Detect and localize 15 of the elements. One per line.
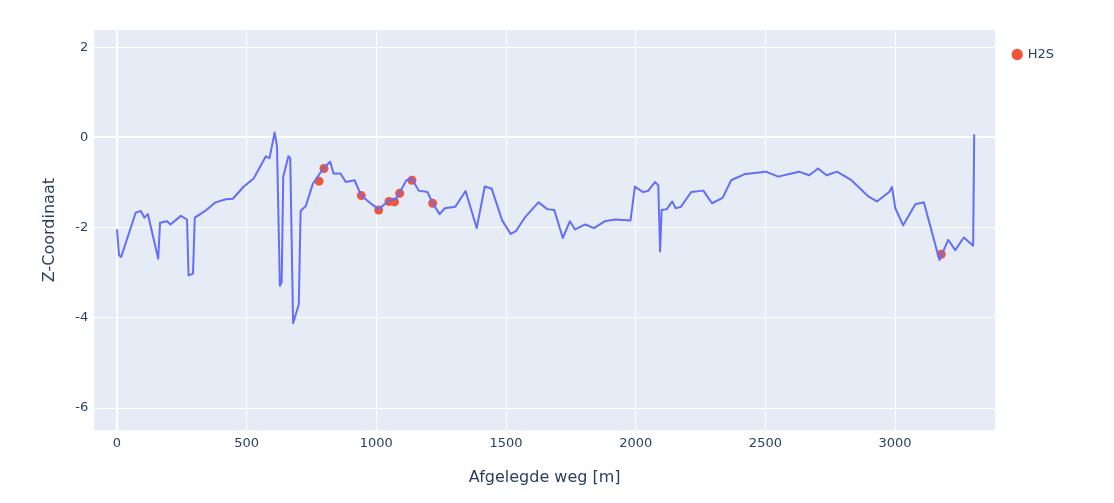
x-tick-label: 0 [112,435,122,451]
y-tick-label: -4 [75,309,89,325]
y-tick-label: 2 [79,38,89,54]
x-tick-label: 2500 [748,435,782,451]
y-tick-label: 0 [79,128,89,144]
y-axis-title: Z-Coordinaat [38,178,58,283]
x-tick-label: 2000 [619,435,653,451]
y-tick-label: -6 [75,399,89,415]
x-tick-label: 1000 [359,435,393,451]
x-tick-label: 500 [234,435,260,451]
x-axis-title: Afgelegde weg [m] [468,466,621,486]
y-tick-label: -2 [75,218,89,234]
legend-label: H2S [1027,45,1055,61]
x-tick-label: 1500 [489,435,523,451]
x-tick-label: 3000 [878,435,912,451]
